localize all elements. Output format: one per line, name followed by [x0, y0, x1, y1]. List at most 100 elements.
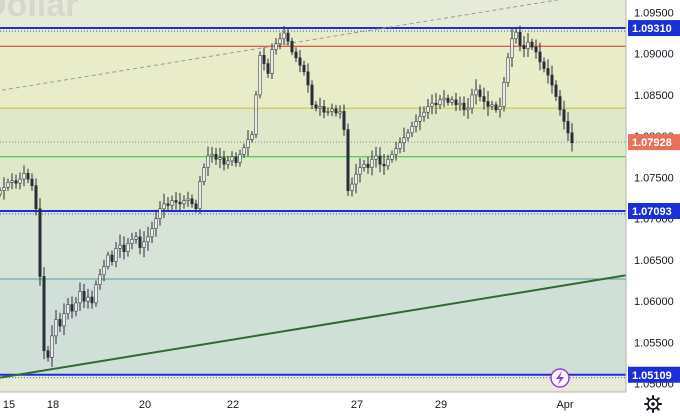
candle-body	[170, 200, 174, 206]
candle-body	[502, 82, 506, 107]
candle-body	[414, 121, 418, 127]
candle-body	[98, 274, 102, 286]
price-tick-label: 1.06500	[634, 255, 674, 267]
candle-body	[182, 200, 186, 205]
candle-body	[54, 319, 58, 337]
candle-body	[526, 41, 530, 49]
time-tick-label: Apr	[556, 399, 573, 411]
price-axis-ticks: 1.095001.090001.085001.080001.075001.070…	[634, 7, 674, 390]
price-badge-label: 1.09310	[632, 23, 672, 35]
candle-body	[82, 291, 86, 302]
candle-body	[190, 198, 194, 205]
lightning-icon[interactable]	[550, 368, 570, 388]
candle-body	[562, 109, 566, 122]
candle-body	[74, 302, 78, 312]
candle-body	[410, 125, 414, 134]
candle-body	[278, 38, 282, 45]
candle-body	[110, 254, 114, 262]
time-tick-label: 22	[227, 399, 239, 411]
candle-body	[382, 163, 386, 167]
candle-body	[402, 137, 406, 144]
price-tick-label: 1.05500	[634, 337, 674, 349]
time-tick-label: 15	[3, 399, 15, 411]
candle-body	[186, 198, 190, 201]
candle-body	[26, 173, 30, 180]
candle-body	[218, 157, 222, 160]
time-axis-panel[interactable]	[0, 392, 680, 418]
price-tick-label: 1.09000	[634, 49, 674, 61]
candle-body	[558, 96, 562, 111]
candle-body	[514, 31, 518, 40]
candle-body	[434, 102, 438, 106]
candle-body	[338, 111, 342, 114]
candle-body	[10, 180, 14, 183]
candle-body	[270, 49, 274, 74]
candle-body	[486, 101, 490, 107]
candle-body	[482, 96, 486, 102]
candle-body	[0, 190, 2, 195]
candle-body	[398, 142, 402, 149]
candle-body	[198, 181, 202, 210]
candle-body	[266, 63, 270, 74]
candle-body	[62, 313, 66, 327]
trend-line-0[interactable]	[0, 271, 645, 379]
candle-body	[30, 178, 34, 186]
candle-body	[446, 97, 450, 103]
candle-body	[254, 94, 258, 135]
candle-body	[342, 111, 346, 130]
candle-body	[374, 155, 378, 160]
price-tick-label: 1.08500	[634, 90, 674, 102]
candle-body	[90, 296, 94, 304]
price-badge-label: 1.07928	[632, 137, 672, 149]
candle-body	[538, 51, 542, 63]
price-badge-0	[628, 20, 680, 37]
candle-body	[422, 111, 426, 117]
candle-body	[246, 139, 250, 149]
candle-body	[230, 156, 234, 162]
price-badge-7	[628, 366, 680, 383]
candle-body	[542, 61, 546, 69]
candle-body	[450, 99, 454, 103]
candle-body	[302, 64, 306, 73]
time-axis-ticks: 15 18 20 22 27 29 Apr	[3, 399, 574, 411]
candle-body	[34, 185, 38, 210]
candle-body	[370, 158, 374, 168]
candle-body	[6, 182, 10, 188]
watermark-text: Dollar	[0, 0, 78, 24]
candle-body	[66, 304, 70, 314]
zones-layer	[0, 28, 626, 375]
candle-body	[518, 31, 522, 46]
candle-body	[490, 104, 494, 107]
price-axis-panel[interactable]	[626, 0, 680, 392]
candle-body	[326, 111, 330, 113]
candle-body	[298, 57, 302, 66]
candle-body	[206, 155, 210, 168]
candle-body	[474, 89, 478, 96]
candle-body	[94, 284, 98, 304]
candle-body	[242, 147, 246, 155]
candle-body	[202, 167, 206, 182]
candle-body	[70, 304, 74, 312]
candle-body	[134, 236, 138, 240]
candle-body	[18, 178, 22, 184]
candle-body	[178, 201, 182, 205]
candle-body	[282, 32, 286, 40]
candle-body	[310, 84, 314, 106]
candle-body	[506, 57, 510, 83]
candle-body	[566, 121, 570, 134]
candle-body	[250, 134, 254, 140]
candle-body	[330, 108, 334, 112]
time-tick-label: 29	[435, 399, 447, 411]
candle-body	[194, 203, 198, 210]
candle-body	[362, 163, 366, 168]
candle-body	[174, 200, 178, 203]
candle-body	[158, 208, 162, 219]
time-tick-label: 27	[351, 399, 363, 411]
price-badge-3	[628, 134, 680, 151]
gear-icon[interactable]	[644, 395, 662, 413]
candle-body	[42, 276, 46, 352]
candle-body	[334, 108, 338, 114]
candle-body	[554, 84, 558, 97]
candle-body	[314, 104, 318, 109]
